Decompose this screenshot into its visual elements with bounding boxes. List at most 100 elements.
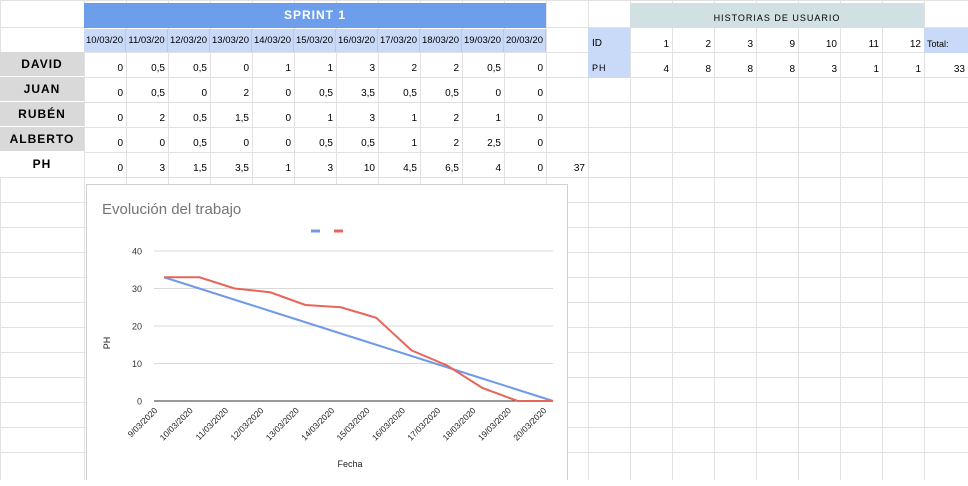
hours-cell[interactable]: 1,5 bbox=[193, 163, 207, 174]
hours-cell[interactable]: 3 bbox=[327, 163, 333, 174]
hours-cell[interactable]: 0 bbox=[285, 138, 291, 149]
member-name-cell[interactable]: RUBÉN bbox=[0, 102, 84, 127]
member-name-cell[interactable]: DAVID bbox=[0, 52, 84, 77]
hours-cell[interactable]: 0 bbox=[285, 88, 291, 99]
stories-id-label[interactable]: ID bbox=[588, 28, 630, 53]
date-header-cell[interactable]: 12/03/20 bbox=[168, 29, 210, 52]
hours-cell[interactable]: 10 bbox=[363, 163, 375, 174]
hours-cell[interactable]: 3 bbox=[369, 113, 375, 124]
story-id-cell[interactable]: 12 bbox=[909, 39, 921, 50]
hours-cell[interactable]: 0 bbox=[243, 63, 249, 74]
hours-cell[interactable]: 4 bbox=[495, 163, 501, 174]
hours-cell[interactable]: 1,5 bbox=[235, 113, 249, 124]
story-id-cell[interactable]: 9 bbox=[789, 39, 795, 50]
date-header-cell[interactable]: 10/03/20 bbox=[84, 29, 126, 52]
hours-cell[interactable]: 0 bbox=[537, 163, 543, 174]
story-id-cell[interactable]: 3 bbox=[747, 39, 753, 50]
x-axis-label: Fecha bbox=[337, 459, 362, 469]
hours-cell[interactable]: 4,5 bbox=[403, 163, 417, 174]
story-ph-cell[interactable]: 4 bbox=[663, 64, 669, 75]
chart-canvas: Evolución del trabajo 0 10 20 30 40 9/03/202… bbox=[102, 201, 554, 469]
hours-cell[interactable]: 0,5 bbox=[151, 63, 165, 74]
hours-cell[interactable]: 3 bbox=[159, 163, 165, 174]
story-ph-cell[interactable]: 1 bbox=[873, 64, 879, 75]
member-name-cell[interactable]: PH bbox=[0, 152, 84, 177]
hours-cell[interactable]: 2 bbox=[453, 138, 459, 149]
hours-cell[interactable]: 3,5 bbox=[361, 88, 375, 99]
hours-cell[interactable]: 1 bbox=[285, 63, 291, 74]
x-tick-label: 16/03/2020 bbox=[370, 405, 407, 442]
hours-cell[interactable]: 0,5 bbox=[319, 88, 333, 99]
sprint-total-cell[interactable]: 37 bbox=[573, 163, 585, 174]
date-header-cell[interactable]: 19/03/20 bbox=[462, 29, 504, 52]
date-header-cell[interactable]: 18/03/20 bbox=[420, 29, 462, 52]
burndown-chart[interactable]: Evolución del trabajo 0 10 20 30 40 9/03/202… bbox=[86, 184, 568, 480]
hours-cell[interactable]: 0 bbox=[117, 113, 123, 124]
story-ph-cell[interactable]: 8 bbox=[705, 64, 711, 75]
date-header-cell[interactable]: 11/03/20 bbox=[126, 29, 168, 52]
story-id-cell[interactable]: 10 bbox=[825, 39, 837, 50]
stories-title[interactable]: HISTORIAS DE USUARIO bbox=[630, 3, 924, 28]
hours-cell[interactable]: 0,5 bbox=[319, 138, 333, 149]
hours-cell[interactable]: 0 bbox=[537, 88, 543, 99]
x-tick-label: 15/03/2020 bbox=[334, 405, 371, 442]
hours-cell[interactable]: 0,5 bbox=[361, 138, 375, 149]
hours-cell[interactable]: 1 bbox=[411, 113, 417, 124]
hours-cell[interactable]: 0 bbox=[117, 163, 123, 174]
hours-cell[interactable]: 0 bbox=[117, 63, 123, 74]
hours-cell[interactable]: 0 bbox=[495, 88, 501, 99]
hours-cell[interactable]: 2,5 bbox=[487, 138, 501, 149]
member-name-cell[interactable]: ALBERTO bbox=[0, 127, 84, 152]
date-header-cell[interactable]: 14/03/20 bbox=[252, 29, 294, 52]
hours-cell[interactable]: 1 bbox=[495, 113, 501, 124]
story-id-cell[interactable]: 2 bbox=[705, 39, 711, 50]
hours-cell[interactable]: 3,5 bbox=[235, 163, 249, 174]
hours-cell[interactable]: 1 bbox=[327, 113, 333, 124]
story-ph-cell[interactable]: 8 bbox=[789, 64, 795, 75]
hours-cell[interactable]: 0 bbox=[537, 63, 543, 74]
hours-cell[interactable]: 0 bbox=[201, 88, 207, 99]
hours-cell[interactable]: 1 bbox=[411, 138, 417, 149]
member-name-cell[interactable]: JUAN bbox=[0, 77, 84, 102]
hours-cell[interactable]: 6,5 bbox=[445, 163, 459, 174]
hours-cell[interactable]: 0 bbox=[537, 138, 543, 149]
hours-cell[interactable]: 2 bbox=[411, 63, 417, 74]
hours-cell[interactable]: 2 bbox=[243, 88, 249, 99]
hours-cell[interactable]: 0,5 bbox=[193, 138, 207, 149]
chart-series bbox=[163, 276, 554, 402]
hours-cell[interactable]: 0,5 bbox=[151, 88, 165, 99]
story-id-cell[interactable]: 11 bbox=[868, 39, 879, 50]
hours-cell[interactable]: 0 bbox=[243, 138, 249, 149]
hours-cell[interactable]: 0 bbox=[117, 88, 123, 99]
hours-cell[interactable]: 2 bbox=[453, 113, 459, 124]
hours-cell[interactable]: 0,5 bbox=[487, 63, 501, 74]
hours-cell[interactable]: 3 bbox=[369, 63, 375, 74]
hours-cell[interactable]: 0,5 bbox=[193, 63, 207, 74]
hours-cell[interactable]: 0,5 bbox=[403, 88, 417, 99]
stories-ph-label[interactable]: PH bbox=[588, 53, 630, 78]
x-tick-label: 9/03/2020 bbox=[126, 405, 160, 439]
date-header-cell[interactable]: 20/03/20 bbox=[504, 29, 546, 52]
story-ph-cell[interactable]: 8 bbox=[747, 64, 753, 75]
story-id-cell[interactable]: 1 bbox=[663, 39, 669, 50]
x-axis: 9/03/202010/03/202011/03/202012/03/20201… bbox=[126, 405, 549, 442]
date-header-cell[interactable]: 15/03/20 bbox=[294, 29, 336, 52]
date-header-cell[interactable]: 16/03/20 bbox=[336, 29, 378, 52]
hours-cell[interactable]: 0 bbox=[117, 138, 123, 149]
stories-total-label[interactable]: Total: bbox=[924, 28, 968, 53]
hours-cell[interactable]: 0,5 bbox=[445, 88, 459, 99]
hours-cell[interactable]: 2 bbox=[453, 63, 459, 74]
story-ph-cell[interactable]: 3 bbox=[831, 64, 837, 75]
hours-cell[interactable]: 0 bbox=[537, 113, 543, 124]
hours-cell[interactable]: 0 bbox=[159, 138, 165, 149]
hours-cell[interactable]: 0 bbox=[285, 113, 291, 124]
hours-cell[interactable]: 1 bbox=[285, 163, 291, 174]
hours-cell[interactable]: 2 bbox=[159, 113, 165, 124]
sprint-title[interactable]: SPRINT 1 bbox=[84, 3, 546, 28]
stories-total-value[interactable]: 33 bbox=[953, 64, 965, 75]
hours-cell[interactable]: 1 bbox=[327, 63, 333, 74]
hours-cell[interactable]: 0,5 bbox=[193, 113, 207, 124]
date-header-cell[interactable]: 13/03/20 bbox=[210, 29, 252, 52]
date-header-cell[interactable]: 17/03/20 bbox=[378, 29, 420, 52]
story-ph-cell[interactable]: 1 bbox=[915, 64, 921, 75]
